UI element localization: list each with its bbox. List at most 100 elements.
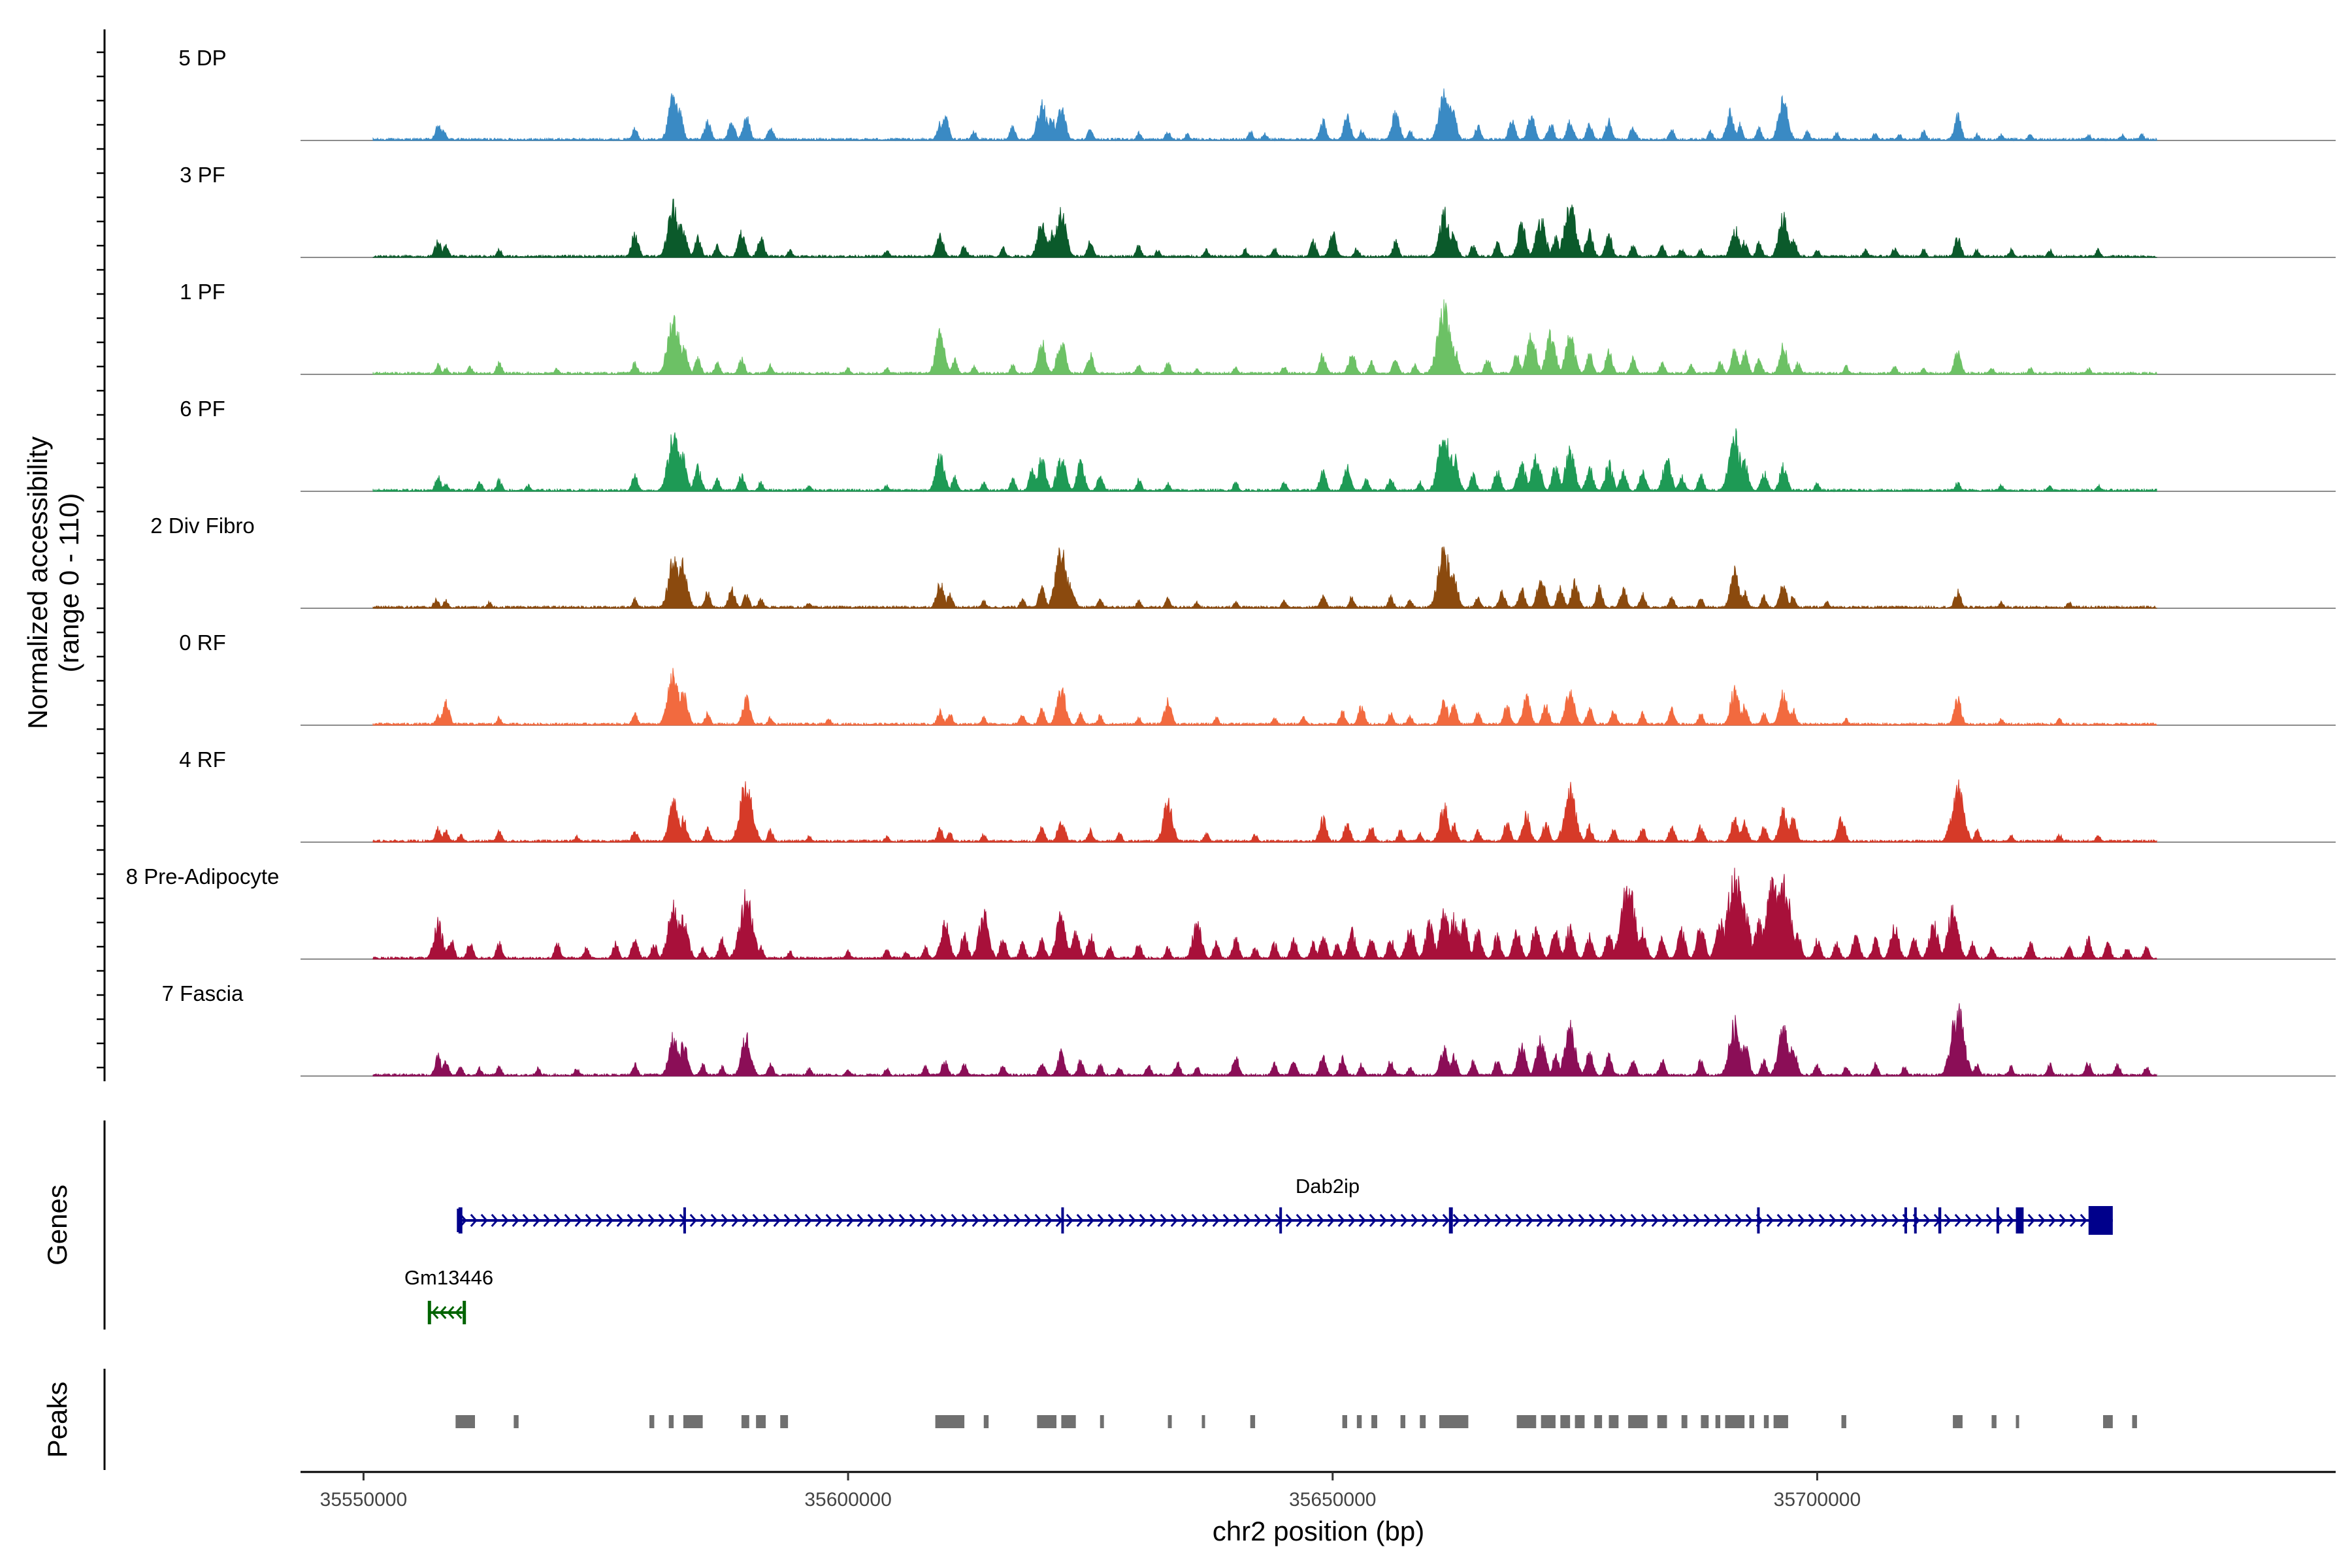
strand-arrow xyxy=(1850,1214,1857,1227)
strand-arrow xyxy=(742,1214,749,1227)
strand-arrow xyxy=(1139,1214,1147,1227)
strand-arrow xyxy=(1222,1214,1230,1227)
strand-arrow xyxy=(439,1306,447,1319)
strand-arrow xyxy=(762,1214,770,1227)
strand-arrow xyxy=(1745,1214,1753,1227)
track-label: 6 PF xyxy=(180,397,225,421)
strand-arrow xyxy=(2059,1214,2066,1227)
strand-arrow xyxy=(1348,1214,1356,1227)
peak-region xyxy=(455,1415,475,1428)
strand-arrow xyxy=(1944,1214,1952,1227)
strand-arrow xyxy=(1170,1214,1178,1227)
strand-arrow xyxy=(825,1214,833,1227)
strand-arrow xyxy=(1327,1214,1335,1227)
peak-region xyxy=(649,1415,655,1428)
strand-arrow xyxy=(898,1214,906,1227)
coverage-tracks: 5 DP 3 PF 1 PF 6 PF 2 Div Fibro 0 RF 4 RF 8 Pre… xyxy=(126,46,2336,1077)
strand-arrow xyxy=(1254,1214,1262,1227)
strand-arrow xyxy=(1975,1214,1983,1227)
strand-arrow xyxy=(1473,1214,1481,1227)
peak-region xyxy=(668,1415,674,1428)
strand-arrow xyxy=(585,1214,593,1227)
peak-region xyxy=(1201,1415,1205,1428)
peak-region xyxy=(756,1415,766,1428)
x-tick-label: 35700000 xyxy=(1774,1489,1861,1511)
strand-arrow xyxy=(455,1306,463,1319)
x-axis-ticks: 35550000 35600000 35650000 35700000 xyxy=(320,1472,1861,1511)
strand-arrow xyxy=(1118,1214,1126,1227)
track-label: 8 Pre-Adipocyte xyxy=(126,864,280,889)
strand-arrow xyxy=(2006,1214,2014,1227)
track-label: 5 DP xyxy=(178,46,226,70)
peak-region xyxy=(1420,1415,1426,1428)
strand-arrow xyxy=(877,1214,885,1227)
strand-arrow xyxy=(1107,1214,1115,1227)
strand-arrow xyxy=(1588,1214,1596,1227)
strand-arrow xyxy=(1557,1214,1565,1227)
strand-arrow xyxy=(480,1214,488,1227)
strand-arrow xyxy=(574,1214,582,1227)
strand-arrow xyxy=(731,1214,739,1227)
coverage-area-3-pf xyxy=(372,199,2157,259)
strand-arrow xyxy=(2069,1214,2077,1227)
peak-regions xyxy=(455,1415,2137,1428)
strand-arrow xyxy=(1661,1214,1669,1227)
exon xyxy=(1914,1207,1917,1233)
track-4-rf: 4 RF xyxy=(179,747,2336,843)
strand-arrow xyxy=(1264,1214,1272,1227)
peak-region xyxy=(935,1415,965,1428)
strand-arrow xyxy=(1870,1214,1878,1227)
strand-arrow xyxy=(836,1214,843,1227)
strand-arrow xyxy=(773,1214,781,1227)
strand-arrow xyxy=(1024,1214,1032,1227)
track-label: 1 PF xyxy=(180,280,225,304)
x-axis: 35550000 35600000 35650000 35700000 chr2 po… xyxy=(301,1471,2336,1546)
strand-arrow xyxy=(1316,1214,1324,1227)
strand-arrow xyxy=(1599,1214,1607,1227)
strand-arrow xyxy=(804,1214,812,1227)
exon xyxy=(1448,1207,1453,1233)
strand-arrow xyxy=(1086,1214,1094,1227)
strand-arrow xyxy=(564,1214,572,1227)
peak-region xyxy=(1061,1415,1076,1428)
track-label: 7 Fascia xyxy=(162,981,244,1005)
track-7-fascia: 7 Fascia xyxy=(162,981,2336,1077)
strand-arrow xyxy=(1735,1214,1742,1227)
strand-arrow xyxy=(888,1214,896,1227)
strand-arrow xyxy=(794,1214,802,1227)
coverage-area-0-rf xyxy=(372,668,2157,727)
peak-region xyxy=(1991,1415,1997,1428)
strand-arrow xyxy=(1034,1214,1042,1227)
strand-arrow xyxy=(447,1306,455,1319)
strand-arrow xyxy=(1337,1214,1345,1227)
strand-arrow xyxy=(1536,1214,1544,1227)
strand-arrow xyxy=(501,1214,509,1227)
strand-arrow xyxy=(1505,1214,1512,1227)
strand-arrow xyxy=(1526,1214,1533,1227)
coverage-area-2-div-fibro xyxy=(372,546,2157,610)
coverage-area-4-rf xyxy=(372,779,2157,843)
strand-arrow xyxy=(1766,1214,1774,1227)
peak-region xyxy=(1773,1415,1788,1428)
peak-region xyxy=(1439,1415,1469,1428)
strand-arrow xyxy=(815,1214,823,1227)
strand-arrow xyxy=(1881,1214,1889,1227)
peak-region xyxy=(1400,1415,1405,1428)
strand-arrow xyxy=(1620,1214,1627,1227)
peak-region xyxy=(683,1415,703,1428)
coverage-area-8-pre-adipocyte xyxy=(372,868,2157,960)
x-tick-label: 35650000 xyxy=(1289,1489,1376,1511)
x-tick-label: 35550000 xyxy=(320,1489,407,1511)
strand-arrow xyxy=(1693,1214,1701,1227)
strand-arrow xyxy=(1013,1214,1021,1227)
peak-region xyxy=(1657,1415,1667,1428)
strand-arrow xyxy=(783,1214,791,1227)
exon xyxy=(1938,1207,1942,1233)
strand-arrow xyxy=(1923,1214,1931,1227)
exon xyxy=(1279,1207,1282,1233)
strand-arrow xyxy=(1379,1214,1387,1227)
peak-region xyxy=(2132,1415,2137,1428)
strand-arrow xyxy=(616,1214,624,1227)
strand-arrow xyxy=(1066,1214,1073,1227)
strand-arrow xyxy=(2027,1214,2035,1227)
